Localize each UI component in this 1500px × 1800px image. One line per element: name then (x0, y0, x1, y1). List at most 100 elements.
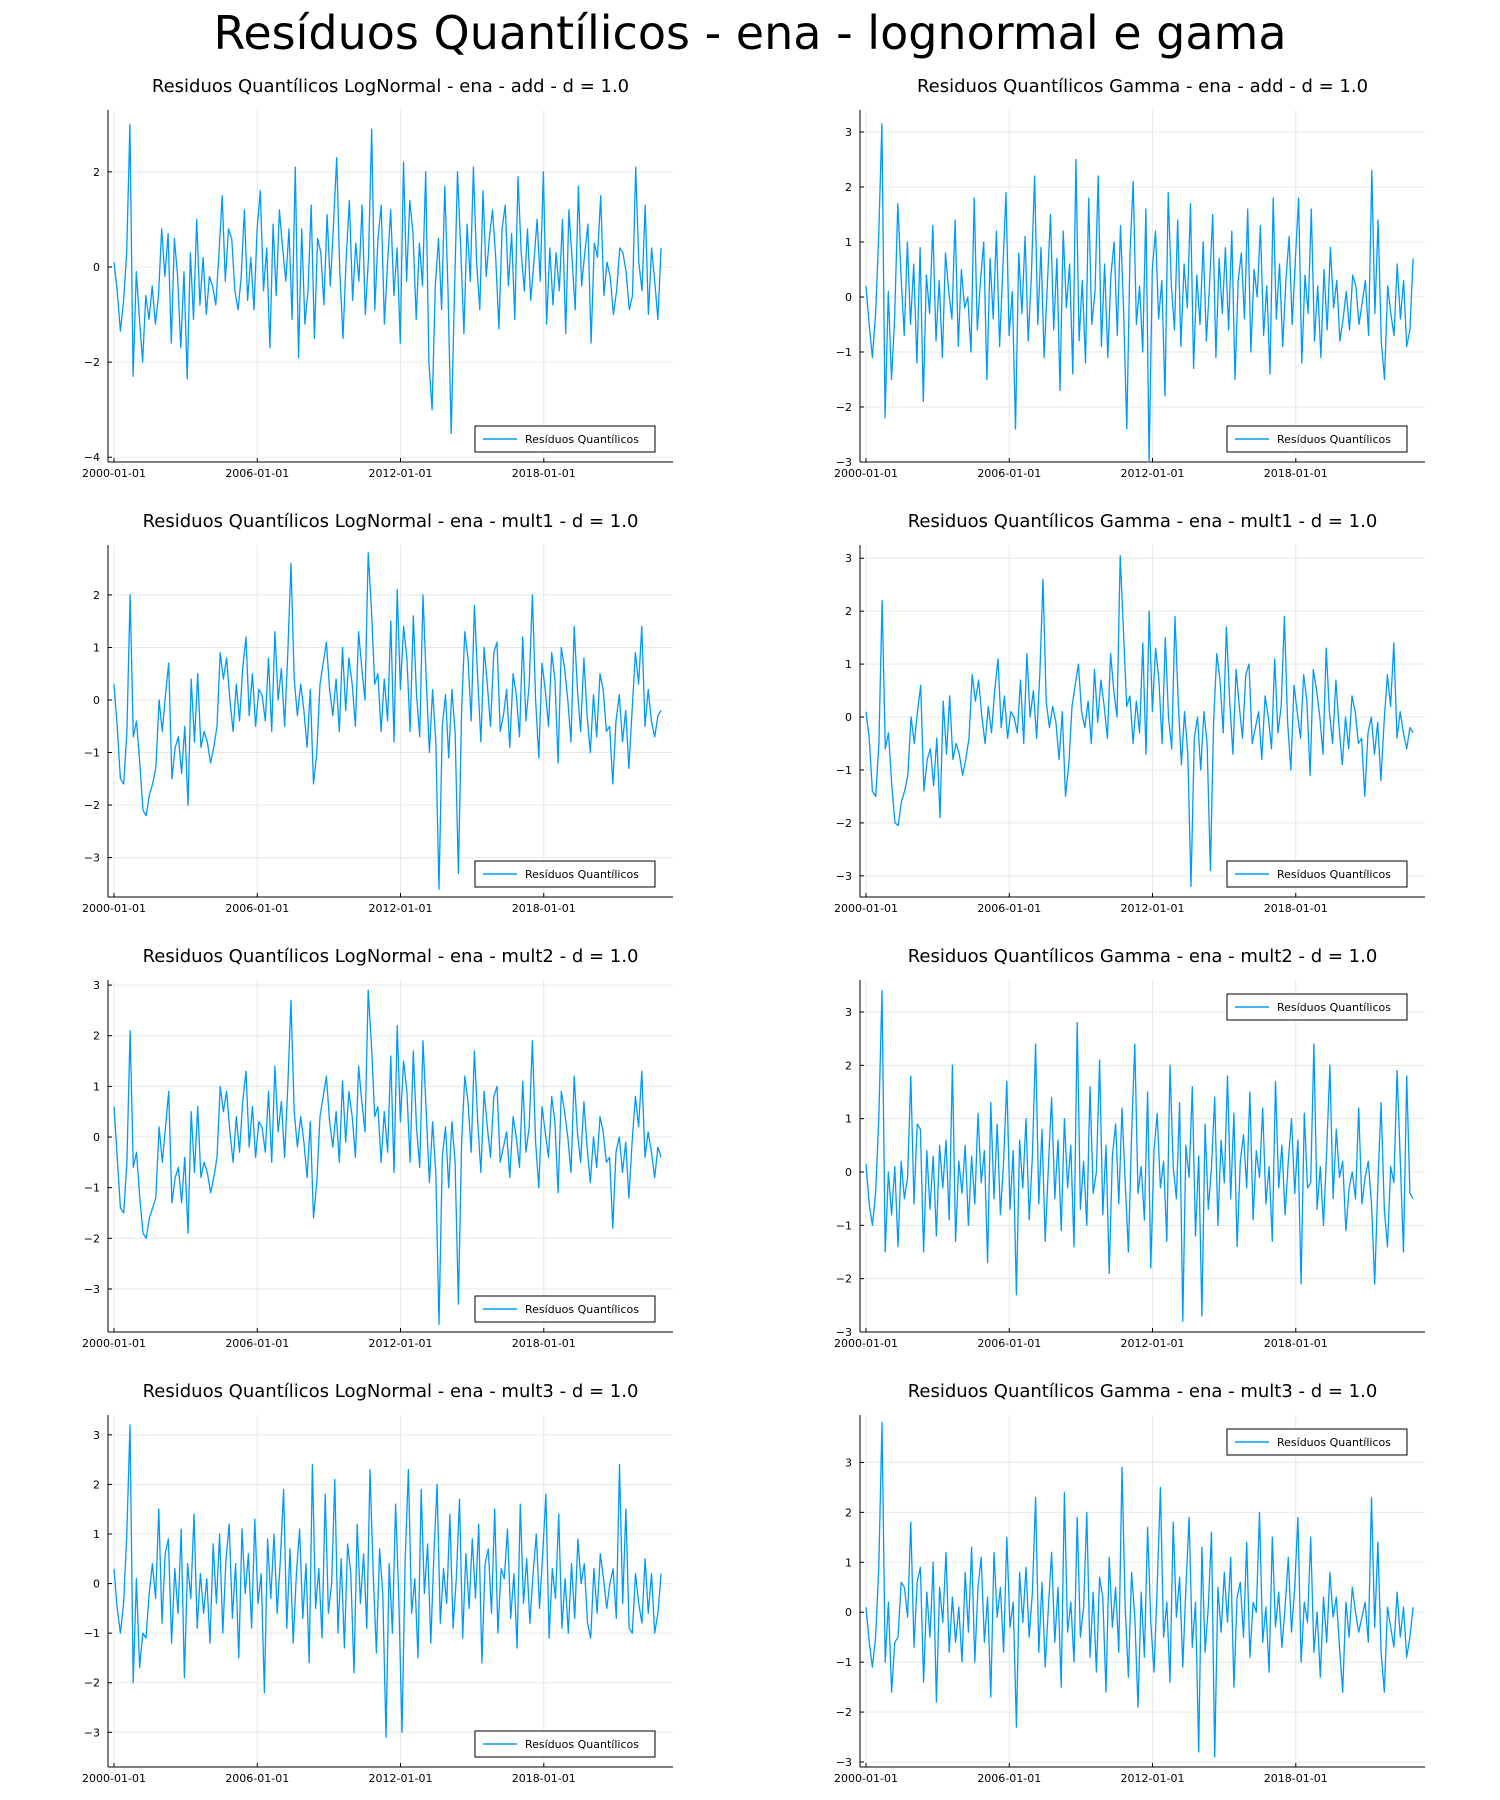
y-tick-label: −2 (84, 1677, 100, 1690)
y-tick-label: −3 (836, 1756, 852, 1769)
x-tick-label: 2012-01-01 (369, 1772, 433, 1785)
series-line (113, 1424, 662, 1738)
x-tick-label: 2018-01-01 (1264, 1772, 1328, 1785)
x-tick-label: 2018-01-01 (512, 902, 576, 915)
chart-panel-1: Residuos Quantílicos LogNormal - ena - a… (82, 76, 673, 480)
x-tick-label: 2012-01-01 (1121, 902, 1185, 915)
x-tick-label: 2012-01-01 (369, 1337, 433, 1350)
x-tick-label: 2012-01-01 (1121, 467, 1185, 480)
y-tick-label: 3 (845, 1456, 852, 1469)
legend: Resíduos Quantílicos (1226, 425, 1408, 453)
y-tick-label: 3 (845, 1006, 852, 1019)
legend: Resíduos Quantílicos (1226, 993, 1408, 1021)
legend: Resíduos Quantílicos (474, 1295, 656, 1323)
y-tick-label: 1 (845, 1556, 852, 1569)
series-line (113, 123, 662, 435)
y-tick-label: 0 (845, 1606, 852, 1619)
y-tick-label: 3 (845, 126, 852, 139)
y-tick-label: −1 (836, 1219, 852, 1232)
legend-label: Resíduos Quantílicos (525, 433, 639, 446)
legend: Resíduos Quantílicos (474, 425, 656, 453)
series-line (865, 554, 1414, 888)
y-tick-label: −1 (84, 1627, 100, 1640)
chart-title: Residuos Quantílicos LogNormal - ena - m… (143, 1381, 639, 1402)
y-tick-label: −1 (836, 1656, 852, 1669)
y-tick-label: 3 (93, 979, 100, 992)
y-tick-label: −2 (836, 1706, 852, 1719)
y-tick-label: 2 (93, 1478, 100, 1491)
legend-label: Resíduos Quantílicos (525, 1738, 639, 1751)
y-tick-label: 1 (93, 641, 100, 654)
x-tick-label: 2006-01-01 (977, 1337, 1041, 1350)
y-tick-label: 1 (93, 1080, 100, 1093)
legend-label: Resíduos Quantílicos (525, 868, 639, 881)
y-tick-label: 0 (93, 694, 100, 707)
chart-title: Residuos Quantílicos Gamma - ena - mult3… (908, 1381, 1378, 1402)
x-tick-label: 2012-01-01 (369, 902, 433, 915)
x-tick-label: 2006-01-01 (977, 902, 1041, 915)
chart-title: Residuos Quantílicos LogNormal - ena - a… (152, 76, 629, 97)
series-line (865, 990, 1414, 1322)
x-tick-label: 2012-01-01 (369, 467, 433, 480)
legend: Resíduos Quantílicos (474, 860, 656, 888)
legend-label: Resíduos Quantílicos (1277, 1001, 1391, 1014)
legend-label: Resíduos Quantílicos (1277, 433, 1391, 446)
y-tick-label: 2 (845, 1506, 852, 1519)
y-tick-label: 1 (845, 658, 852, 671)
y-tick-label: 3 (93, 1429, 100, 1442)
chart-panel-2: Residuos Quantílicos Gamma - ena - add -… (834, 76, 1425, 480)
x-tick-label: 2006-01-01 (977, 467, 1041, 480)
y-tick-label: −3 (84, 1726, 100, 1739)
y-tick-label: −3 (836, 1326, 852, 1339)
chart-panel-6: Residuos Quantílicos Gamma - ena - mult2… (834, 946, 1425, 1350)
y-tick-label: −2 (836, 401, 852, 414)
legend: Resíduos Quantílicos (474, 1730, 656, 1758)
y-tick-label: 1 (93, 1528, 100, 1541)
y-tick-label: −1 (836, 764, 852, 777)
x-tick-label: 2000-01-01 (834, 1337, 898, 1350)
chart-title: Residuos Quantílicos LogNormal - ena - m… (143, 511, 639, 532)
y-tick-label: −2 (84, 356, 100, 369)
y-tick-label: −1 (836, 346, 852, 359)
y-tick-label: 0 (93, 261, 100, 274)
x-tick-label: 2000-01-01 (834, 1772, 898, 1785)
x-tick-label: 2006-01-01 (225, 902, 289, 915)
chart-title: Residuos Quantílicos LogNormal - ena - m… (143, 946, 639, 967)
x-tick-label: 2018-01-01 (1264, 1337, 1328, 1350)
legend-label: Resíduos Quantílicos (1277, 868, 1391, 881)
y-tick-label: 1 (845, 236, 852, 249)
y-tick-label: 2 (845, 605, 852, 618)
series-line (865, 1421, 1414, 1758)
figure-title: Resíduos Quantílicos - ena - lognormal e… (213, 6, 1287, 60)
chart-title: Residuos Quantílicos Gamma - ena - add -… (917, 76, 1368, 97)
y-tick-label: 2 (93, 589, 100, 602)
x-tick-label: 2012-01-01 (1121, 1772, 1185, 1785)
y-tick-label: −1 (84, 1182, 100, 1195)
y-tick-label: 0 (845, 711, 852, 724)
x-tick-label: 2000-01-01 (82, 1772, 146, 1785)
x-tick-label: 2006-01-01 (977, 1772, 1041, 1785)
y-tick-label: −3 (836, 870, 852, 883)
y-tick-label: 0 (845, 291, 852, 304)
y-tick-label: 2 (845, 181, 852, 194)
x-tick-label: 2018-01-01 (512, 467, 576, 480)
y-tick-label: −3 (84, 1283, 100, 1296)
chart-title: Residuos Quantílicos Gamma - ena - mult2… (908, 946, 1378, 967)
y-tick-label: 2 (93, 1030, 100, 1043)
series-line (865, 123, 1414, 463)
series-line (113, 552, 662, 890)
legend: Resíduos Quantílicos (1226, 1428, 1408, 1456)
x-tick-label: 2000-01-01 (834, 467, 898, 480)
y-tick-label: 0 (93, 1578, 100, 1591)
legend-label: Resíduos Quantílicos (1277, 1436, 1391, 1449)
x-tick-label: 2000-01-01 (834, 902, 898, 915)
legend-label: Resíduos Quantílicos (525, 1303, 639, 1316)
x-tick-label: 2006-01-01 (225, 467, 289, 480)
y-tick-label: 0 (93, 1131, 100, 1144)
chart-panel-5: Residuos Quantílicos LogNormal - ena - m… (82, 946, 673, 1350)
x-tick-label: 2006-01-01 (225, 1337, 289, 1350)
x-tick-label: 2012-01-01 (1121, 1337, 1185, 1350)
y-tick-label: 3 (845, 552, 852, 565)
chart-title: Residuos Quantílicos Gamma - ena - mult1… (908, 511, 1378, 532)
